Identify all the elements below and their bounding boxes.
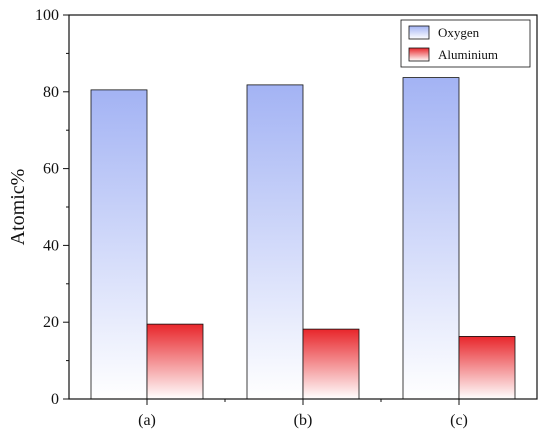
- bar-aluminium-2: [458, 336, 516, 400]
- legend-swatch-oxygen: [408, 25, 430, 40]
- bar-aluminium-0: [146, 323, 204, 400]
- x-tick-label: (a): [138, 412, 156, 429]
- x-tick-label: (b): [294, 412, 313, 429]
- legend-swatch-aluminium: [408, 47, 430, 62]
- x-tick-label: (c): [450, 412, 468, 429]
- x-axis-ticks: (a) (b) (c): [138, 399, 468, 429]
- y-tick-label: 20: [43, 314, 59, 331]
- y-tick-label: 80: [43, 84, 59, 101]
- y-tick-label: 60: [43, 161, 59, 178]
- bar-oxygen-1: [246, 84, 304, 400]
- bar-aluminium-1: [302, 328, 360, 400]
- y-axis-title: Atomic%: [7, 169, 29, 246]
- bar-oxygen-0: [90, 89, 148, 400]
- y-tick-label: 100: [35, 7, 59, 24]
- y-tick-label: 40: [43, 237, 59, 254]
- bar-oxygen-2: [402, 77, 460, 400]
- y-axis-ticks: 0 20 40 60 80 100: [35, 7, 69, 408]
- bars-group: [90, 77, 516, 400]
- legend-label-aluminium: Aluminium: [438, 47, 498, 62]
- y-tick-label: 0: [51, 391, 59, 408]
- legend-label-oxygen: Oxygen: [438, 25, 480, 40]
- legend: Oxygen Aluminium: [400, 19, 531, 68]
